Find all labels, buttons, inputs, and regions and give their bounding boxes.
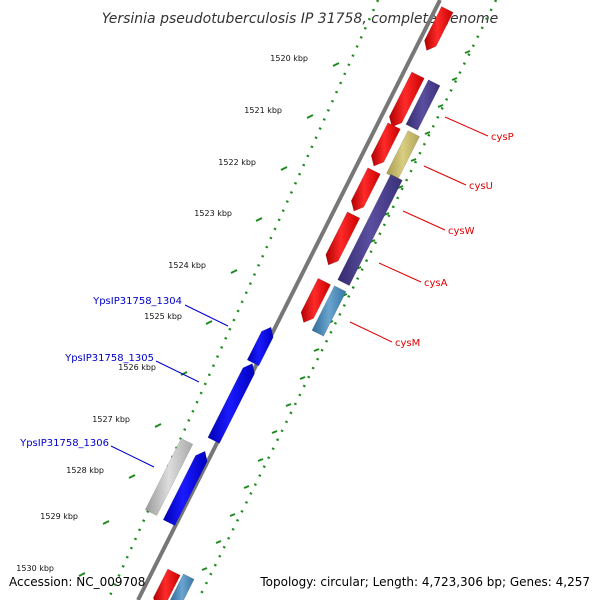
cysP-feature[interactable] bbox=[405, 79, 441, 131]
cysW-cysA-feature[interactable] bbox=[337, 173, 403, 287]
label-leader-line bbox=[155, 360, 200, 383]
scale-label: 1523 kbp bbox=[194, 209, 232, 218]
scale-tick bbox=[180, 371, 188, 376]
label-leader-line bbox=[402, 210, 446, 231]
scale-tick bbox=[255, 217, 263, 222]
minor-tick bbox=[299, 376, 306, 380]
label-leader-line bbox=[349, 321, 393, 343]
gene-label-cysW[interactable]: cysW bbox=[448, 226, 475, 237]
genome-backbone bbox=[136, 0, 442, 600]
feature-track bbox=[144, 6, 454, 600]
scale-label: 1529 kbp bbox=[40, 512, 78, 521]
gene-label-cysM[interactable]: cysM bbox=[395, 338, 420, 349]
label-leader-line bbox=[184, 304, 229, 327]
minor-tick bbox=[285, 403, 292, 407]
gene-label-layer: cysP cysU cysW cysA cysM YpsIP31758_1304 YpsIP… bbox=[19, 116, 514, 468]
minor-tick bbox=[424, 131, 431, 135]
scale-label: 1522 kbp bbox=[218, 158, 256, 167]
minor-tick bbox=[271, 430, 278, 434]
reverse-gene[interactable] bbox=[246, 326, 274, 367]
scale-tick bbox=[154, 423, 162, 428]
scale-label: 1527 kbp bbox=[92, 415, 130, 424]
scale-ring: 1520 kbp 1521 kbp 1522 kbp 1523 kbp 1524 kbp… bbox=[16, 54, 340, 577]
minor-tick bbox=[464, 50, 471, 54]
label-leader-line bbox=[423, 165, 467, 186]
label-leader-line bbox=[378, 262, 422, 283]
scale-tick bbox=[128, 474, 136, 479]
map-title: Yersinia pseudotuberculosis IP 31758, co… bbox=[102, 11, 499, 27]
tick-ring-dots bbox=[196, 0, 498, 600]
forward-gene[interactable] bbox=[388, 71, 425, 128]
gene-label-cysP[interactable]: cysP bbox=[491, 132, 514, 143]
pseudo-gene[interactable] bbox=[144, 437, 194, 517]
minor-tick bbox=[397, 185, 404, 189]
scale-tick bbox=[280, 166, 288, 171]
label-leader-line bbox=[444, 116, 489, 137]
scale-label: 1520 kbp bbox=[270, 54, 308, 63]
scale-label: 1524 kbp bbox=[168, 261, 206, 270]
gene-label-cysA[interactable]: cysA bbox=[424, 278, 448, 289]
gene-label-ypsip31758-1305[interactable]: YpsIP31758_1305 bbox=[64, 353, 154, 364]
reverse-gene[interactable] bbox=[162, 450, 208, 527]
minor-tick bbox=[215, 540, 222, 544]
scale-label: 1530 kbp bbox=[16, 564, 54, 573]
scale-tick bbox=[332, 62, 340, 67]
scale-tick bbox=[205, 320, 213, 325]
cysU-feature[interactable] bbox=[385, 130, 421, 180]
forward-gene[interactable] bbox=[325, 211, 361, 266]
forward-gene[interactable] bbox=[350, 167, 381, 212]
minor-tick bbox=[257, 458, 264, 462]
minor-tick bbox=[201, 567, 208, 571]
cysM-feature[interactable] bbox=[311, 285, 347, 337]
forward-gene[interactable] bbox=[370, 122, 401, 167]
label-leader-line bbox=[110, 445, 155, 468]
gene-label-ypsip31758-1304[interactable]: YpsIP31758_1304 bbox=[92, 296, 182, 307]
cys-feature[interactable] bbox=[169, 573, 195, 600]
forward-gene[interactable] bbox=[153, 568, 181, 600]
forward-gene[interactable] bbox=[300, 277, 332, 323]
gene-label-ypsip31758-1306[interactable]: YpsIP31758_1306 bbox=[19, 438, 109, 449]
minor-tick bbox=[410, 158, 417, 162]
forward-gene[interactable] bbox=[424, 6, 454, 51]
minor-tick bbox=[313, 348, 320, 352]
scale-tick bbox=[306, 114, 314, 119]
scale-label: 1525 kbp bbox=[144, 312, 182, 321]
scale-tick bbox=[230, 269, 238, 274]
minor-tick bbox=[437, 104, 444, 108]
minor-tick bbox=[451, 77, 458, 81]
reverse-gene[interactable] bbox=[207, 363, 255, 444]
scale-tick bbox=[78, 572, 86, 577]
scale-label: 1528 kbp bbox=[66, 466, 104, 475]
minor-tick bbox=[243, 485, 250, 489]
gene-label-cysU[interactable]: cysU bbox=[469, 181, 493, 192]
scale-label: 1526 kbp bbox=[118, 363, 156, 372]
scale-tick bbox=[102, 520, 110, 525]
minor-tick bbox=[229, 513, 236, 517]
topology-text: Topology: circular; Length: 4,723,306 bp… bbox=[260, 575, 590, 589]
scale-label: 1521 kbp bbox=[244, 106, 282, 115]
accession-text: Accession: NC_009708 bbox=[9, 575, 146, 589]
